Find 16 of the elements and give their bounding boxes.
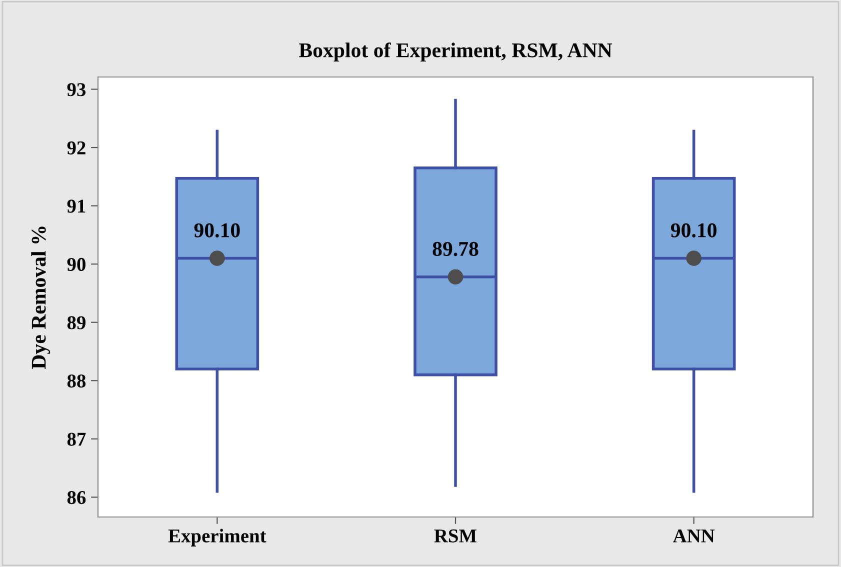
chart-title: Boxplot of Experiment, RSM, ANN	[299, 42, 612, 62]
y-tick-label: 90	[67, 258, 86, 272]
x-tick-label: ANN	[672, 529, 715, 542]
annotation: 89.78	[432, 242, 478, 256]
annotation: 90.10	[194, 223, 240, 238]
y-axis-title: Dye Removal %	[31, 226, 50, 369]
annotation: 90.10	[670, 223, 716, 238]
y-tick-label: 88	[67, 374, 86, 388]
x-tick-label: RSM	[434, 529, 477, 542]
y-tick-label: 91	[67, 200, 86, 213]
y-tick-label: 89	[67, 316, 86, 330]
y-tick-label: 86	[67, 491, 86, 504]
y-tick-label: 93	[67, 83, 86, 96]
x-tick-label: Experiment	[168, 528, 266, 546]
y-tick-label: 92	[67, 141, 86, 154]
y-tick-label: 87	[67, 432, 86, 446]
